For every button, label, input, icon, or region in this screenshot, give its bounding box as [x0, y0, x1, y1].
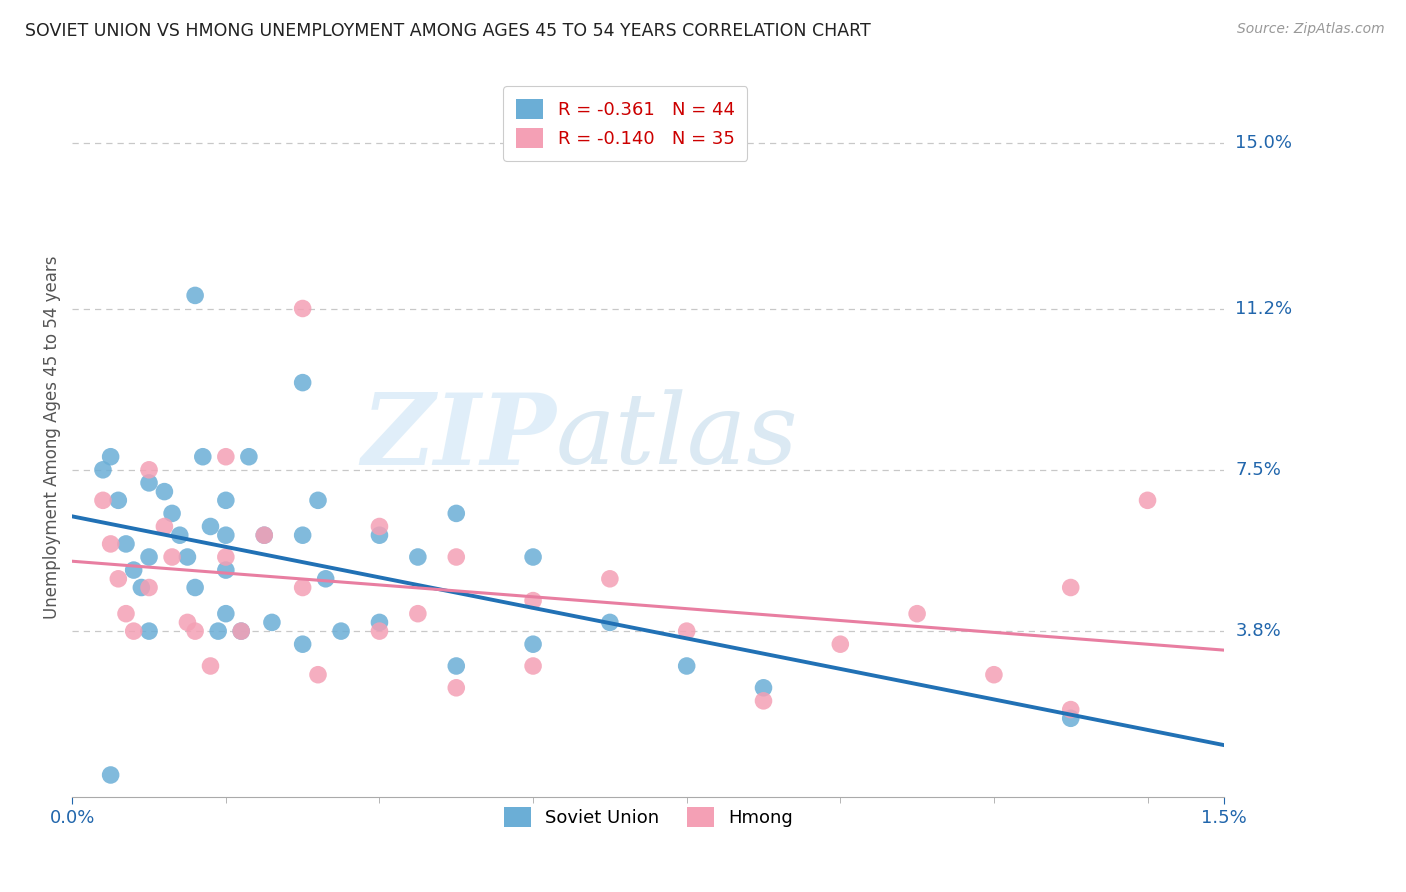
Point [522, 659, 544, 673]
Point [100, 768, 122, 782]
Point [983, 667, 1005, 681]
Point [522, 593, 544, 607]
Text: SOVIET UNION VS HMONG UNEMPLOYMENT AMONG AGES 45 TO 54 YEARS CORRELATION CHART: SOVIET UNION VS HMONG UNEMPLOYMENT AMONG… [25, 22, 872, 40]
Point [215, 549, 238, 564]
Point [307, 493, 329, 508]
Point [122, 624, 145, 639]
Point [599, 572, 621, 586]
Point [291, 581, 314, 595]
Point [522, 549, 544, 564]
Point [115, 537, 138, 551]
Point [184, 581, 207, 595]
Point [446, 507, 468, 521]
Legend: Soviet Union, Hmong: Soviet Union, Hmong [496, 800, 800, 835]
Point [253, 528, 276, 542]
Point [131, 581, 153, 595]
Point [100, 450, 122, 464]
Point [291, 637, 314, 651]
Point [153, 519, 176, 533]
Text: 7.5%: 7.5% [1236, 461, 1281, 479]
Point [176, 615, 198, 630]
Point [160, 549, 183, 564]
Point [138, 624, 160, 639]
Point [446, 659, 468, 673]
Point [368, 624, 391, 639]
Text: 15.0%: 15.0% [1236, 134, 1292, 152]
Point [231, 624, 253, 639]
Point [1060, 581, 1083, 595]
Text: Source: ZipAtlas.com: Source: ZipAtlas.com [1237, 22, 1385, 37]
Point [215, 607, 238, 621]
Text: ZIP: ZIP [361, 389, 557, 485]
Point [830, 637, 852, 651]
Point [238, 450, 260, 464]
Point [200, 519, 222, 533]
Point [291, 376, 314, 390]
Point [752, 681, 775, 695]
Point [138, 581, 160, 595]
Point [291, 528, 314, 542]
Point [905, 607, 928, 621]
Point [91, 463, 114, 477]
Point [215, 528, 238, 542]
Point [215, 563, 238, 577]
Point [207, 624, 229, 639]
Point [330, 624, 353, 639]
Point [160, 507, 183, 521]
Point [406, 607, 429, 621]
Point [115, 607, 138, 621]
Point [138, 463, 160, 477]
Point [368, 519, 391, 533]
Point [446, 549, 468, 564]
Point [1136, 493, 1159, 508]
Text: atlas: atlas [557, 390, 799, 484]
Point [122, 563, 145, 577]
Point [176, 549, 198, 564]
Point [169, 528, 191, 542]
Point [291, 301, 314, 316]
Point [231, 624, 253, 639]
Point [184, 624, 207, 639]
Point [368, 528, 391, 542]
Point [107, 572, 129, 586]
Point [215, 493, 238, 508]
Point [191, 450, 214, 464]
Point [100, 537, 122, 551]
Y-axis label: Unemployment Among Ages 45 to 54 years: Unemployment Among Ages 45 to 54 years [44, 255, 60, 619]
Point [307, 667, 329, 681]
Point [138, 475, 160, 490]
Point [153, 484, 176, 499]
Point [138, 549, 160, 564]
Point [675, 659, 697, 673]
Point [752, 694, 775, 708]
Text: 11.2%: 11.2% [1236, 300, 1292, 318]
Point [315, 572, 337, 586]
Point [446, 681, 468, 695]
Point [184, 288, 207, 302]
Point [200, 659, 222, 673]
Point [599, 615, 621, 630]
Point [1060, 703, 1083, 717]
Point [253, 528, 276, 542]
Point [91, 493, 114, 508]
Text: 3.8%: 3.8% [1236, 622, 1281, 640]
Point [1060, 711, 1083, 725]
Point [215, 450, 238, 464]
Point [368, 615, 391, 630]
Point [522, 637, 544, 651]
Point [406, 549, 429, 564]
Point [260, 615, 283, 630]
Point [675, 624, 697, 639]
Point [107, 493, 129, 508]
